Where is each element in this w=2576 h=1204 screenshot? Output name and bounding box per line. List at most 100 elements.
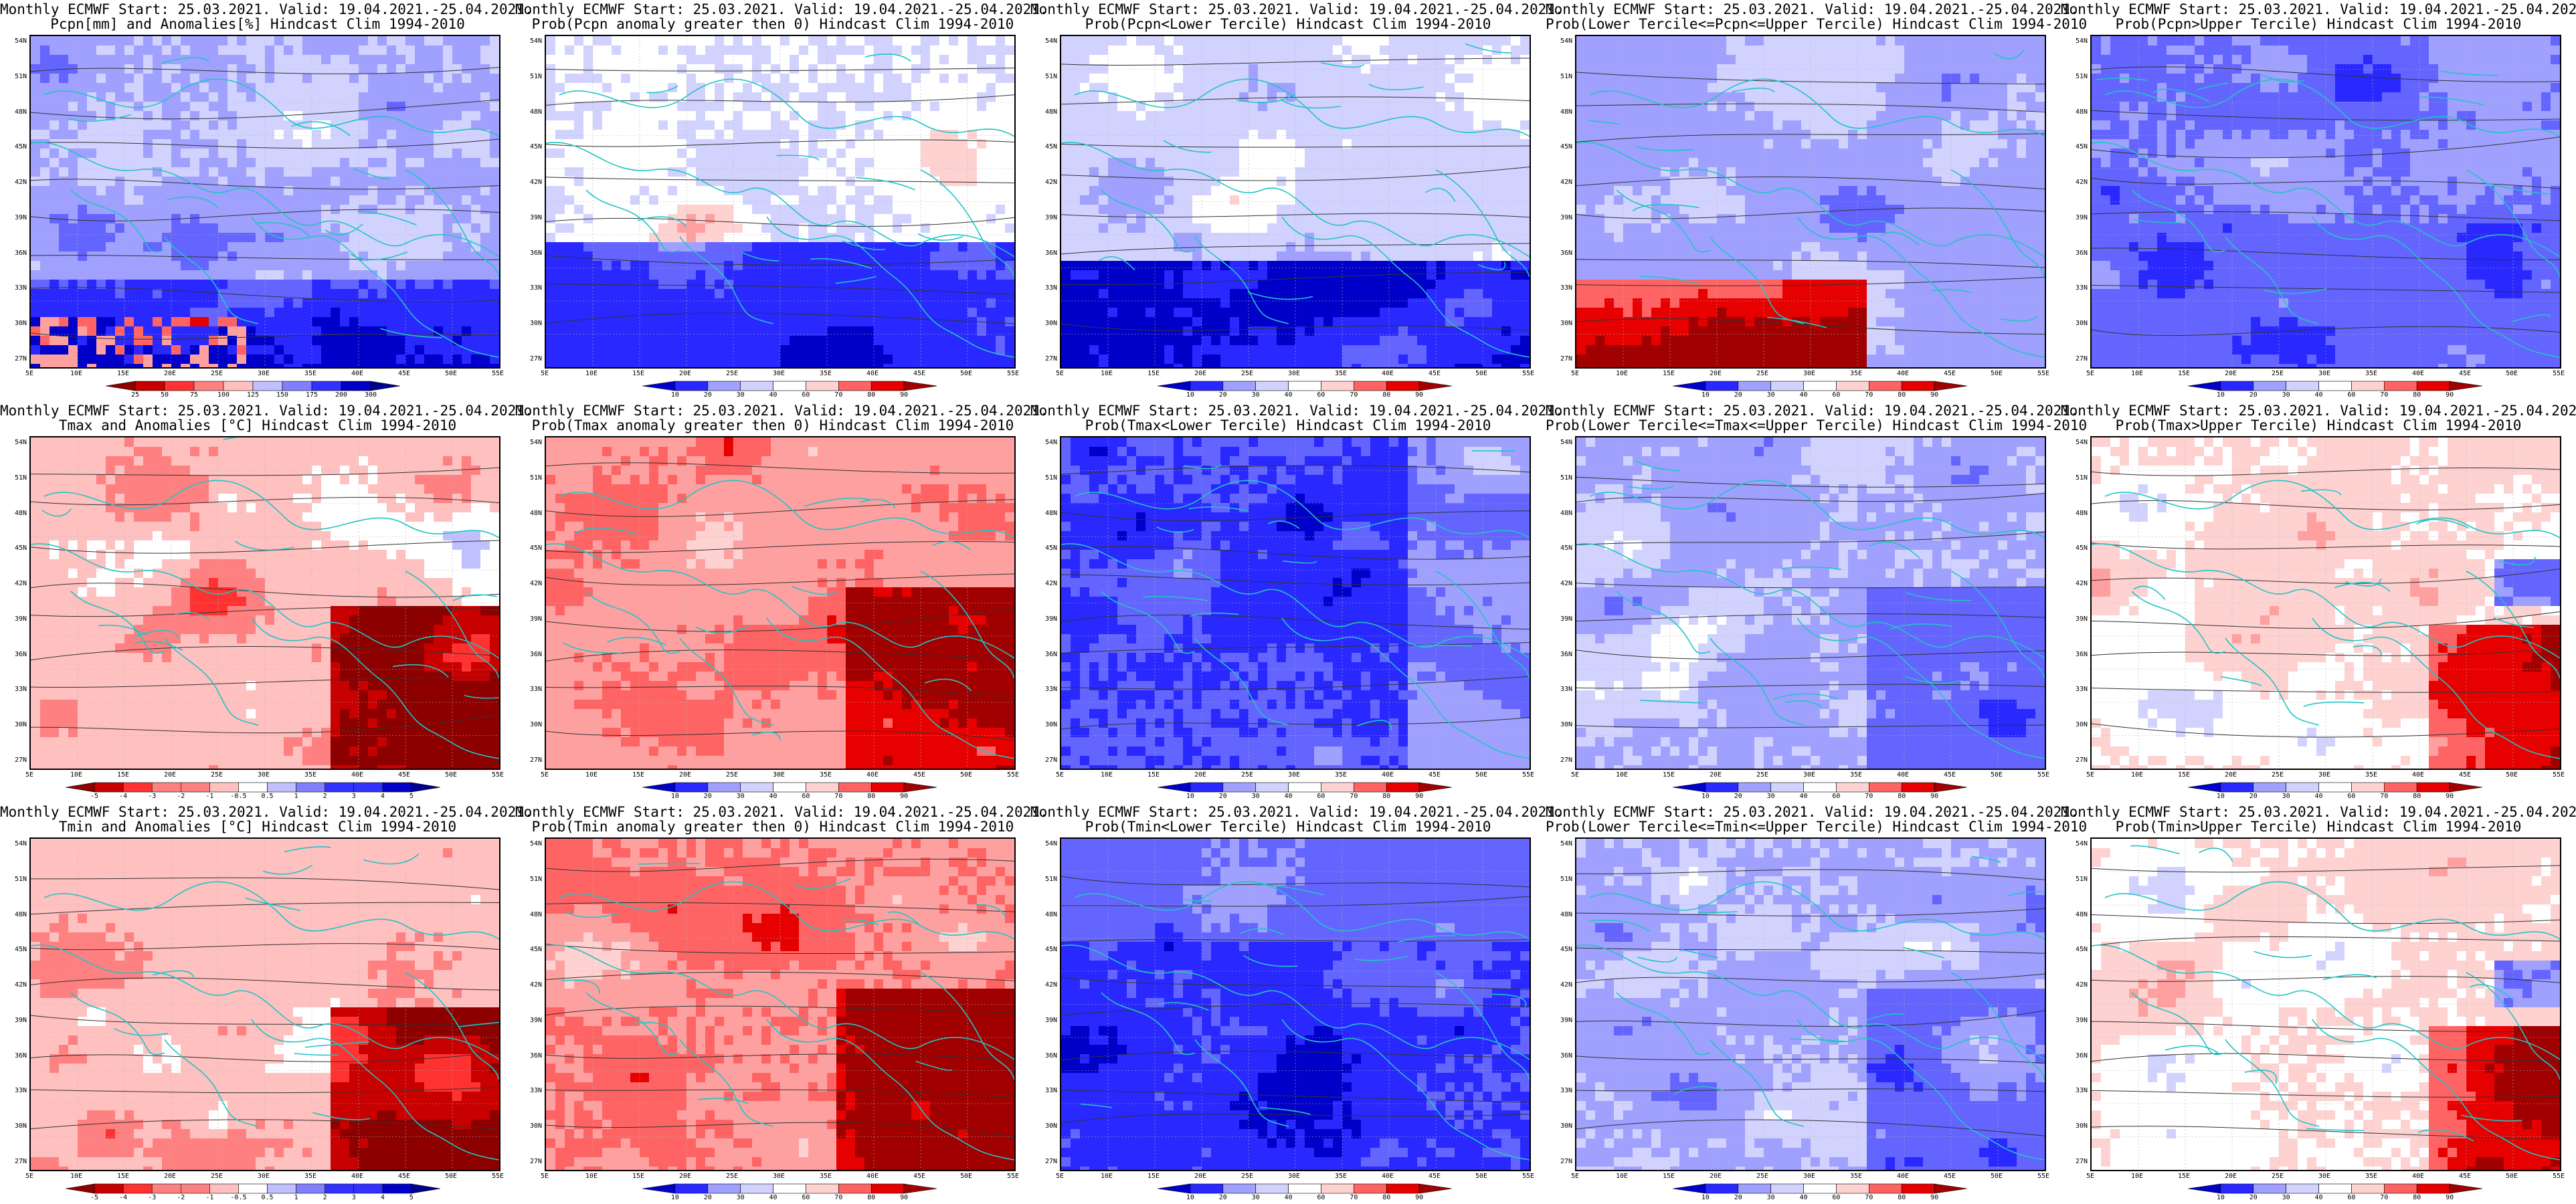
colorbar-swatch: [151, 782, 181, 793]
lon-label: 35E: [2361, 1173, 2381, 1180]
lon-label: 5E: [1050, 1173, 1070, 1180]
lon-label: 30E: [254, 370, 274, 377]
colorbar: [2188, 381, 2482, 391]
colorbar-swatch: [1738, 381, 1771, 391]
lon-label: 5E: [19, 771, 39, 779]
lon-label: 30E: [254, 771, 274, 779]
lon-label: 20E: [1706, 771, 1726, 779]
lat-label: 51N: [4, 73, 27, 80]
colorbar: [66, 782, 440, 793]
lon-label: 55E: [2033, 370, 2053, 377]
colorbar-tick-label: -4: [113, 1194, 133, 1201]
lat-label: 51N: [4, 876, 27, 883]
lon-label: 10E: [581, 370, 602, 377]
colorbar-swatch: [838, 782, 872, 793]
colorbar-swatch: [2351, 381, 2385, 391]
colorbar-swatch: [1869, 381, 1902, 391]
colorbar-swatch: [238, 1183, 268, 1194]
lon-label: 5E: [2080, 1173, 2100, 1180]
lat-label: 39N: [1034, 1017, 1057, 1024]
lon-label: 45E: [2455, 1173, 2475, 1180]
map-panel-p7: Monthly ECMWF Start: 25.03.2021. Valid: …: [1030, 401, 1564, 803]
lat-label: 54N: [1034, 37, 1057, 45]
colorbar-tick-label: 80: [2407, 391, 2427, 399]
colorbar-tick-label: 70: [1344, 793, 1364, 800]
lon-label: 5E: [535, 370, 555, 377]
colorbar-tick-label: 90: [1924, 793, 1944, 800]
colorbar-swatch: [1222, 381, 1256, 391]
lat-label: 30N: [1550, 320, 1572, 327]
colorbar-tick-label: 90: [1409, 391, 1429, 399]
lon-label: 15E: [628, 1173, 648, 1180]
colorbar-swatch: [252, 381, 283, 391]
colorbar-tick-label: 90: [1409, 1194, 1429, 1201]
lon-label: 35E: [816, 370, 836, 377]
lat-label: 48N: [4, 108, 27, 116]
colorbar: [642, 381, 937, 391]
lat-label: 48N: [4, 911, 27, 918]
lat-label: 42N: [2065, 179, 2088, 186]
lon-label: 45E: [1940, 370, 1960, 377]
lat-label: 45N: [4, 544, 27, 552]
lon-label: 15E: [1143, 1173, 1164, 1180]
colorbar-swatch: [870, 782, 905, 793]
lat-label: 45N: [1034, 946, 1057, 953]
colorbar-swatch: [382, 1183, 412, 1194]
colorbar: [1673, 1183, 1967, 1194]
lon-label: 25E: [722, 370, 742, 377]
lat-label: 51N: [4, 474, 27, 482]
lon-label: 50E: [1987, 1173, 2007, 1180]
map-panel-p13: Monthly ECMWF Start: 25.03.2021. Valid: …: [1546, 803, 2087, 1204]
lon-label: 15E: [2174, 1173, 2194, 1180]
lat-label: 33N: [519, 284, 542, 292]
colorbar-tick-label: 0.5: [258, 793, 278, 800]
panel-title: Prob(Tmax>Upper Tercile) Hindcast Clim 1…: [2061, 417, 2576, 433]
lat-label: 30N: [519, 1122, 542, 1130]
lon-label: 50E: [2502, 1173, 2522, 1180]
colorbar-tick-label: 20: [1213, 391, 1233, 399]
lat-label: 33N: [1034, 686, 1057, 693]
lon-label: 45E: [909, 370, 929, 377]
colorbar-tick-label: 2: [315, 793, 335, 800]
lon-label: 55E: [2549, 1173, 2569, 1180]
colorbar-tick-label: 30: [1761, 793, 1781, 800]
lat-label: 39N: [2065, 615, 2088, 623]
lat-label: 42N: [1034, 179, 1057, 186]
lat-label: 54N: [1034, 439, 1057, 446]
lat-label: 39N: [1034, 214, 1057, 221]
colorbar-tick-label: 3: [344, 1194, 364, 1201]
lat-label: 30N: [519, 721, 542, 728]
map-field: [2092, 839, 2560, 1170]
colorbar-tick-label: 10: [1695, 391, 1716, 399]
colorbar-swatch: [122, 1183, 153, 1194]
lat-label: 36N: [519, 249, 542, 257]
lon-label: 50E: [1471, 1173, 1491, 1180]
lat-label: 54N: [2065, 37, 2088, 45]
lon-label: 35E: [1331, 771, 1351, 779]
lat-label: 30N: [4, 320, 27, 327]
lat-label: 33N: [2065, 284, 2088, 292]
colorbar-tick-label: 50: [155, 391, 175, 399]
lat-label: 42N: [1550, 981, 1572, 989]
colorbar-tick-label: 20: [1213, 1194, 1233, 1201]
panel-header: Monthly ECMWF Start: 25.03.2021. Valid: …: [1546, 403, 2079, 419]
panel-title: Prob(Lower Tercile<=Pcpn<=Upper Tercile)…: [1546, 16, 2087, 32]
lon-label: 50E: [441, 1173, 461, 1180]
colorbar-swatch: [2449, 782, 2482, 793]
forecast-map: [1060, 35, 1531, 369]
lon-label: 5E: [1565, 370, 1585, 377]
lat-label: 54N: [1550, 840, 1572, 847]
map-panel-p5: Monthly ECMWF Start: 25.03.2021. Valid: …: [0, 401, 533, 803]
lon-label: 20E: [1190, 370, 1210, 377]
colorbar-tick-label: 25: [125, 391, 145, 399]
colorbar-tick-label: 10: [1695, 1194, 1716, 1201]
colorbar-tick-label: 60: [796, 1194, 816, 1201]
colorbar-swatch: [642, 1183, 676, 1194]
colorbar-swatch: [903, 782, 937, 793]
colorbar-swatch: [2220, 1183, 2254, 1194]
lat-label: 54N: [4, 840, 27, 847]
colorbar-swatch: [1803, 1183, 1837, 1194]
lat-label: 45N: [1034, 544, 1057, 552]
panel-header: Monthly ECMWF Start: 25.03.2021. Valid: …: [1030, 1, 1564, 17]
colorbar-tick-label: 30: [1761, 1194, 1781, 1201]
